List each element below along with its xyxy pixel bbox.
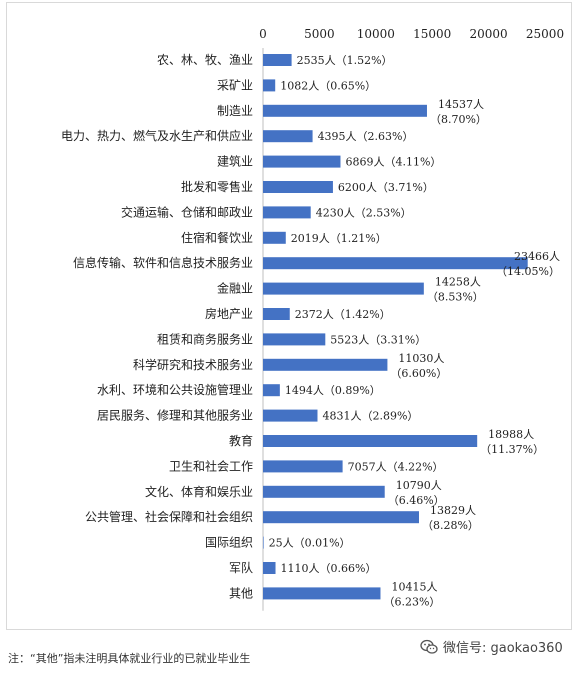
category-label: 居民服务、修理和其他服务业 xyxy=(97,408,253,423)
wechat-watermark: 微信号: gaokao360 xyxy=(420,637,563,656)
category-label: 国际组织 xyxy=(205,536,253,550)
bar xyxy=(263,257,528,270)
category-label: 卫生和社会工作 xyxy=(169,458,253,473)
data-label: 5523人（3.31%） xyxy=(330,333,426,346)
category-label: 农、林、牧、渔业 xyxy=(157,53,253,67)
bar xyxy=(263,435,478,447)
data-label: 14537人 xyxy=(438,98,484,111)
bar xyxy=(263,181,333,193)
data-label: 7057人（4.22%） xyxy=(348,460,444,473)
x-tick-label: 0 xyxy=(259,27,267,41)
category-label: 电力、热力、燃气及水生产和供应业 xyxy=(61,128,253,143)
category-label: 科学研究和技术服务业 xyxy=(133,357,253,372)
category-label: 文化、体育和娱乐业 xyxy=(145,484,253,499)
data-label: 1494人（0.89%） xyxy=(285,384,381,397)
chart-frame xyxy=(6,2,572,630)
data-label: 14258人 xyxy=(435,276,481,289)
bar xyxy=(263,282,424,295)
data-label: 4230人（2.53%） xyxy=(316,206,412,219)
bar xyxy=(263,562,276,574)
data-label: （8.70%） xyxy=(430,113,487,126)
data-label: 2019人（1.21%） xyxy=(291,232,387,245)
data-label: 10415人 xyxy=(391,580,437,593)
x-tick-label: 20000 xyxy=(470,27,508,41)
data-label: 4831人（2.89%） xyxy=(322,410,418,423)
bar xyxy=(263,485,385,498)
category-label: 建筑业 xyxy=(217,154,253,169)
data-label: 10790人 xyxy=(396,479,442,492)
bar xyxy=(263,460,343,473)
category-label: 公共管理、社会保障和社会组织 xyxy=(85,509,253,524)
x-tick-label: 15000 xyxy=(413,27,451,41)
data-label: 6200人（3.71%） xyxy=(338,181,434,194)
category-label: 交通运输、仓储和邮政业 xyxy=(121,204,253,219)
bar xyxy=(263,130,313,143)
category-label: 教育 xyxy=(229,433,253,448)
bar xyxy=(263,155,341,168)
category-label: 租赁和商务服务业 xyxy=(157,331,253,346)
bar xyxy=(263,587,381,600)
bar xyxy=(263,333,326,346)
category-label: 金融业 xyxy=(217,281,253,296)
data-label: （6.23%） xyxy=(383,595,440,608)
data-label: 6869人（4.11%） xyxy=(345,156,441,169)
data-label: 25人（0.01%） xyxy=(269,537,351,550)
data-label: （6.60%） xyxy=(390,367,447,380)
bar xyxy=(263,104,427,117)
bar xyxy=(263,358,388,371)
bar xyxy=(263,536,264,549)
bar xyxy=(263,384,280,397)
bar xyxy=(263,79,276,92)
bar xyxy=(263,231,286,244)
x-tick-label: 25000 xyxy=(526,27,564,41)
data-label: 2535人（1.52%） xyxy=(297,54,393,67)
data-label: 4395人（2.63%） xyxy=(318,130,414,143)
industry-bar-chart: 0 5000 10000 15000 20000 25000 农、林、牧、渔业 2535人（1… xyxy=(61,27,564,611)
category-label: 房地产业 xyxy=(205,306,253,321)
data-label: 13829人 xyxy=(430,504,476,517)
category-label: 信息传输、软件和信息技术服务业 xyxy=(73,255,253,270)
bar xyxy=(263,308,290,320)
data-label: 1110人（0.66%） xyxy=(281,562,377,575)
data-label: 2372人（1.42%） xyxy=(295,308,391,321)
watermark-text: 微信号: gaokao360 xyxy=(443,641,563,656)
data-label: （14.05%） xyxy=(496,265,560,278)
data-label: （8.53%） xyxy=(427,291,484,304)
wechat-icon xyxy=(420,639,438,654)
category-label: 军队 xyxy=(229,560,253,575)
category-label: 采矿业 xyxy=(217,78,253,92)
data-label: 11030人 xyxy=(398,352,444,365)
bar xyxy=(263,409,318,422)
bar xyxy=(263,511,419,524)
bar xyxy=(263,206,311,219)
data-label: （11.37%） xyxy=(480,443,544,456)
data-label: 23466人 xyxy=(514,250,560,263)
data-label: 1082人（0.65%） xyxy=(280,79,376,92)
category-label: 水利、环境和公共设施管理业 xyxy=(97,382,253,397)
data-label: （8.28%） xyxy=(422,519,479,532)
bar xyxy=(263,54,292,66)
category-label: 其他 xyxy=(229,586,253,600)
x-tick-label: 5000 xyxy=(304,27,335,41)
footnote: 注：“其他”指未注明具体就业行业的已就业毕业生 xyxy=(8,652,251,665)
x-tick-label: 10000 xyxy=(357,27,395,41)
data-label: （6.46%） xyxy=(388,494,445,507)
category-label: 批发和零售业 xyxy=(181,179,253,194)
category-label: 制造业 xyxy=(217,104,253,118)
data-label: 18988人 xyxy=(488,428,534,441)
category-label: 住宿和餐饮业 xyxy=(181,230,253,245)
